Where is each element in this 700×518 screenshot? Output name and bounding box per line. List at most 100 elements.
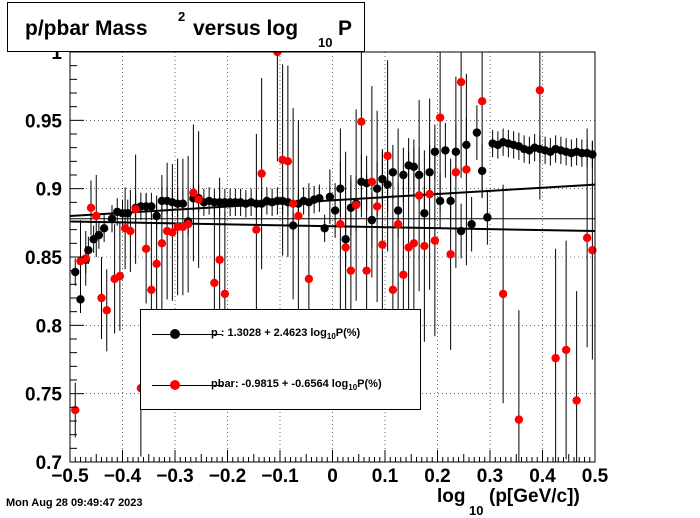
data-point-pbar bbox=[304, 274, 314, 284]
data-point-pbar bbox=[115, 271, 125, 281]
y-tick-label: 0.7 bbox=[36, 453, 62, 474]
data-point-pbar bbox=[283, 157, 293, 166]
data-point-pbar bbox=[435, 113, 445, 122]
data-point-p bbox=[320, 224, 329, 233]
data-point-pbar bbox=[141, 244, 151, 253]
title-main: p/pbar Mass bbox=[25, 17, 148, 40]
chart-title: p/pbar Mass 2 versus log 10 P bbox=[7, 2, 365, 52]
y-tick-label: 0.95 bbox=[25, 111, 62, 132]
data-point-p bbox=[399, 170, 408, 180]
data-point-pbar bbox=[446, 250, 455, 259]
x-tick-label: 0.2 bbox=[424, 466, 450, 487]
data-point-pbar bbox=[514, 415, 524, 424]
data-point-pbar bbox=[351, 200, 361, 210]
timestamp: Mon Aug 28 09:49:47 2023 bbox=[6, 497, 143, 509]
data-point-pbar bbox=[294, 211, 303, 221]
data-point-pbar bbox=[572, 396, 581, 405]
data-point-pbar bbox=[215, 255, 224, 264]
data-point-pbar bbox=[430, 236, 440, 245]
y-tick-label: 0.85 bbox=[25, 248, 62, 269]
data-point-p bbox=[84, 245, 93, 255]
data-point-pbar bbox=[92, 211, 101, 221]
legend-label: p : 1.3028 + 2.4623 log10P(%) bbox=[211, 327, 361, 342]
legend: p : 1.3028 + 2.4623 log10P(%) pbar: -0.9… bbox=[140, 309, 421, 410]
legend-line bbox=[152, 385, 222, 386]
data-point-pbar bbox=[388, 285, 398, 294]
data-point-pbar bbox=[425, 189, 434, 199]
data-point-pbar bbox=[336, 220, 345, 229]
y-tick-label: 1 bbox=[51, 43, 62, 64]
legend-label: pbar: -0.9815 + -0.6564 log10P(%) bbox=[211, 378, 382, 393]
data-point-p bbox=[99, 224, 109, 233]
data-point-p bbox=[123, 209, 132, 218]
data-point-pbar bbox=[462, 165, 471, 174]
data-point-p bbox=[483, 213, 492, 222]
x-tick-label: 0.3 bbox=[477, 466, 503, 487]
x-tick-label: −0.2 bbox=[209, 466, 247, 487]
data-point-pbar bbox=[551, 353, 560, 363]
data-point-pbar bbox=[147, 285, 156, 294]
y-tick-label: 0.8 bbox=[36, 316, 62, 337]
x-tick-label: 0.4 bbox=[529, 466, 556, 487]
data-point-pbar bbox=[288, 199, 298, 208]
data-point-pbar bbox=[409, 239, 419, 248]
data-point-pbar bbox=[257, 169, 266, 178]
data-point-pbar bbox=[414, 191, 424, 200]
data-point-pbar bbox=[451, 168, 461, 177]
title-mid: versus log bbox=[193, 17, 299, 40]
y-tick-label: 0.75 bbox=[25, 385, 62, 406]
data-point-p bbox=[315, 194, 324, 203]
data-point-pbar bbox=[152, 259, 161, 269]
data-point-p bbox=[107, 214, 117, 223]
x-tick-label: 0.1 bbox=[372, 466, 399, 487]
data-point-pbar bbox=[131, 204, 140, 214]
data-point-pbar bbox=[588, 245, 597, 255]
x-tick-label: −0.4 bbox=[104, 466, 142, 487]
data-point-p bbox=[147, 202, 156, 211]
fit-line-p bbox=[69, 183, 596, 217]
data-point-p bbox=[441, 146, 450, 155]
data-point-pbar bbox=[346, 266, 356, 275]
data-point-pbar bbox=[183, 220, 193, 229]
legend-marker-black bbox=[170, 329, 180, 339]
legend-marker-red bbox=[170, 380, 180, 390]
x-tick-label: −0.3 bbox=[156, 466, 194, 487]
data-point-p bbox=[467, 220, 476, 229]
axis-ticks: −0.5 −0.4 −0.3 −0.2 −0.1 0 0.1 0.2 0.3 0.4 0.5 0.7 0… bbox=[25, 43, 609, 487]
data-point-pbar bbox=[71, 405, 80, 415]
data-point-pbar bbox=[535, 86, 545, 95]
y-tick-label: 0.9 bbox=[36, 180, 62, 201]
data-point-p bbox=[330, 206, 340, 215]
x-tick-label: 0 bbox=[327, 466, 338, 487]
data-point-p bbox=[71, 267, 80, 277]
fit-line-pbar bbox=[69, 220, 596, 233]
title-superscript: 2 bbox=[178, 9, 186, 24]
data-point-pbar bbox=[399, 270, 408, 279]
data-point-p bbox=[456, 226, 466, 236]
data-point-pbar bbox=[220, 289, 230, 299]
data-point-pbar bbox=[341, 243, 350, 252]
title-subscript: 10 bbox=[318, 35, 333, 50]
data-point-pbar bbox=[372, 202, 382, 211]
legend-item-pbar: pbar: -0.9815 + -0.6564 log10P(%) bbox=[141, 375, 420, 395]
data-point-pbar bbox=[189, 188, 198, 197]
data-point-pbar bbox=[477, 97, 487, 106]
data-point-pbar bbox=[383, 151, 392, 161]
data-point-pbar bbox=[157, 239, 167, 248]
data-point-pbar bbox=[210, 278, 219, 288]
data-point-pbar bbox=[378, 240, 387, 249]
data-point-pbar bbox=[420, 241, 429, 251]
data-point-pbar bbox=[582, 233, 592, 243]
data-point-pbar bbox=[194, 195, 203, 204]
data-point-p bbox=[94, 230, 104, 240]
data-point-pbar bbox=[498, 289, 508, 299]
data-point-pbar bbox=[357, 117, 366, 126]
x-tick-label: 0.5 bbox=[582, 466, 609, 487]
data-point-pbar bbox=[561, 345, 571, 355]
data-point-pbar bbox=[252, 225, 261, 234]
data-point-pbar bbox=[367, 177, 377, 187]
data-point-pbar bbox=[102, 306, 111, 315]
data-point-p bbox=[325, 192, 335, 202]
legend-line bbox=[152, 334, 222, 335]
